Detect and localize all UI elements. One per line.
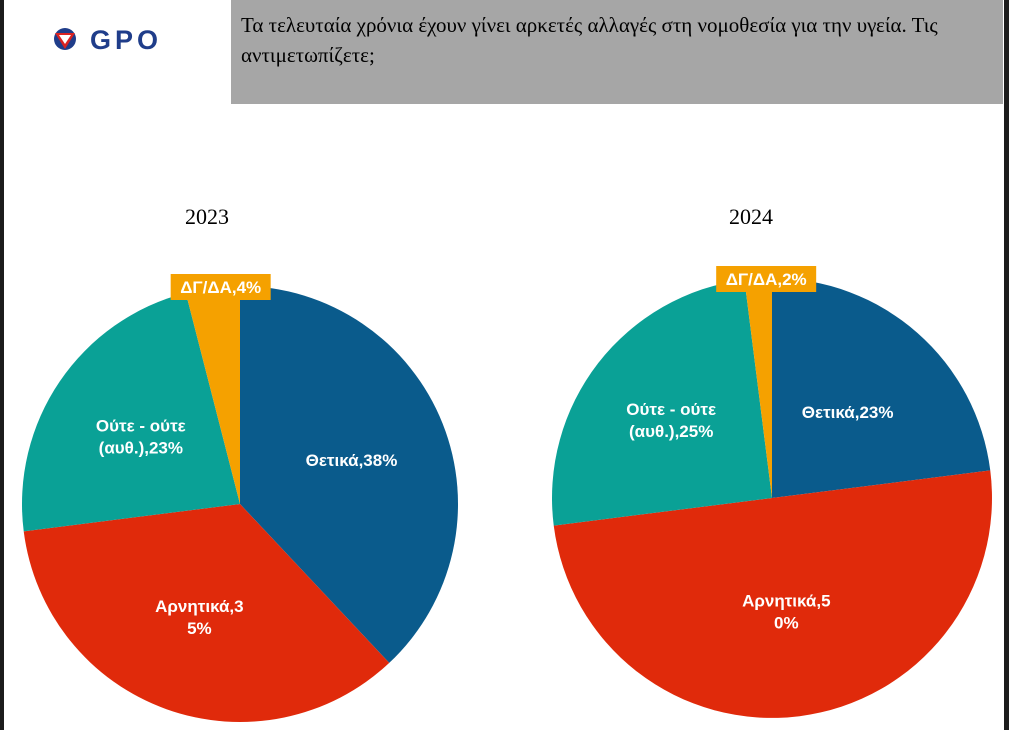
logo-mark-icon [54, 28, 76, 50]
slice-negative-2023 [23, 504, 390, 722]
question-text: Τα τελευταία χρόνια έχουν γίνει αρκετές … [241, 13, 938, 67]
logo-text: GPO [90, 25, 162, 54]
label-dkna-2023: ΔΓ/ΔΑ,4% [180, 278, 261, 297]
right-frame-edge [1004, 0, 1009, 730]
slice-dkna-2023 [185, 286, 240, 504]
question-header: Τα τελευταία χρόνια έχουν γίνει αρκετές … [231, 0, 1003, 104]
callout-box-dkna-2024 [716, 266, 817, 292]
slice-positive-2023 [240, 286, 458, 663]
label-dkna-2024: ΔΓ/ΔΑ,2% [726, 270, 807, 289]
label-neither-2024: Ούτε - ούτε (αυθ.),25% [626, 400, 716, 441]
label-negative-2023: Αρνητικά,3 5% [155, 597, 244, 638]
left-frame-edge [0, 0, 4, 730]
slice-negative-2024 [553, 470, 992, 718]
slice-dkna-2024 [744, 278, 772, 498]
slice-positive-2024 [772, 278, 991, 498]
label-neither-2023: Ούτε - ούτε (αυθ.),23% [96, 417, 186, 458]
label-negative-2024: Αρνητικά,5 0% [742, 591, 831, 632]
chart-title-2024: 2024 [729, 204, 773, 229]
label-positive-2023: Θετικά,38% [306, 451, 398, 470]
chart-title-2023: 2023 [185, 204, 229, 229]
callout-box-dkna-2023 [170, 274, 271, 300]
gpo-logo: GPO [54, 25, 162, 54]
slice-neither-2023 [21, 292, 240, 532]
slice-neither-2024 [552, 279, 772, 526]
label-positive-2024: Θετικά,23% [802, 403, 894, 422]
